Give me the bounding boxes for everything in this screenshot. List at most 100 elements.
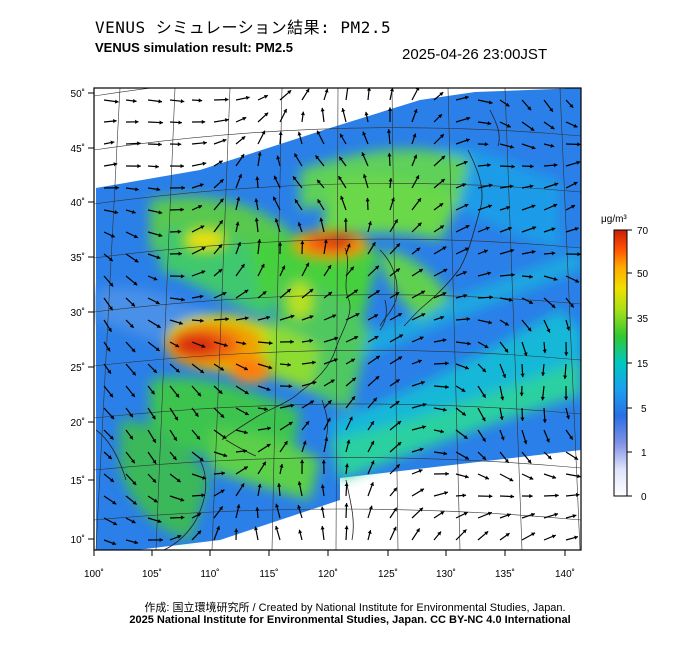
wind-arrow-head — [327, 400, 332, 405]
wind-arrow-head — [419, 488, 424, 493]
lon-label: 125˚ — [378, 568, 398, 580]
lon-label: 120˚ — [318, 568, 338, 580]
wind-arrow-head — [519, 392, 524, 397]
wind-arrow-head — [443, 268, 448, 273]
wind-arrow-head — [484, 531, 489, 536]
lat-label: 20˚ — [71, 417, 85, 429]
wind-arrow-head — [439, 203, 444, 207]
wind-arrow-head — [540, 396, 545, 401]
wind-arrow-head — [531, 250, 536, 255]
wind-arrow-head — [257, 483, 262, 488]
lon-label: 100˚ — [84, 568, 104, 580]
wind-arrow-head — [152, 459, 157, 464]
wind-arrow-head — [134, 258, 139, 263]
wind-arrow-head — [574, 456, 579, 460]
wind-arrow-head — [340, 133, 344, 138]
wind-arrow-head — [201, 247, 206, 251]
wind-arrow-head — [297, 131, 302, 136]
wind-arrow-head — [576, 474, 581, 479]
wind-arrow-head — [442, 246, 447, 251]
lat-label: 10˚ — [71, 534, 85, 546]
wind-arrow-head — [509, 477, 514, 482]
lat-label: 50˚ — [71, 88, 85, 100]
wind-arrow-head — [531, 145, 536, 150]
wind-arrow-head — [218, 389, 223, 394]
wind-arrow-head — [137, 141, 141, 146]
wind-arrow-head — [243, 449, 248, 454]
wind-arrow-head — [298, 529, 303, 534]
wind-arrow-head — [563, 375, 568, 379]
wind-arrow-head — [413, 109, 418, 113]
wind-arrow-head — [236, 504, 241, 509]
wind-arrow-head — [439, 225, 444, 230]
colorbar-tick-label: 35 — [637, 314, 649, 325]
wind-arrow-head — [542, 419, 547, 423]
wind-arrow-head — [484, 344, 489, 348]
wind-arrow-head — [395, 292, 400, 296]
wind-arrow-head — [564, 396, 569, 401]
wind-arrow-head — [283, 441, 288, 446]
wind-arrow-head — [393, 487, 398, 492]
lat-label: 30˚ — [71, 307, 85, 319]
wind-arrow-head — [255, 176, 260, 181]
wind-arrow-head — [320, 484, 325, 489]
wind-arrow-head — [255, 507, 260, 511]
wind-arrow-head — [464, 455, 469, 460]
wind-arrow-head — [466, 116, 471, 121]
wind-arrow-head — [180, 99, 185, 104]
wind-arrow-head — [137, 164, 141, 169]
wind-arrow-head — [419, 336, 424, 341]
wind-arrow-head — [257, 239, 262, 243]
wind-arrow-head — [131, 519, 136, 524]
wind-arrow-head — [551, 227, 556, 232]
wind-arrow-head — [395, 268, 400, 273]
wind-arrow-head — [482, 368, 486, 373]
wind-arrow-head — [368, 505, 373, 510]
wind-arrow-head — [530, 164, 534, 169]
wind-arrow-head — [315, 155, 320, 160]
wind-arrow-head — [200, 225, 205, 230]
wind-arrow-head — [109, 478, 114, 482]
wind-arrow-head — [156, 324, 161, 328]
wind-arrow-head — [305, 421, 310, 426]
wind-arrow-head — [159, 537, 163, 543]
wind-arrow-head — [393, 507, 397, 512]
wind-arrow-head — [351, 396, 356, 401]
wind-arrow-head — [361, 152, 366, 157]
wind-arrow-head — [462, 271, 467, 275]
wind-arrow-head — [397, 421, 402, 425]
wind-arrow-head — [332, 314, 337, 319]
lon-label: 115˚ — [259, 568, 278, 580]
wind-arrow-head — [113, 521, 118, 526]
wind-arrow-head — [268, 365, 273, 370]
wind-arrow-head — [197, 530, 202, 535]
lon-label: 110˚ — [200, 568, 219, 580]
wind-arrow-head — [395, 401, 400, 405]
wind-arrow-head — [221, 471, 226, 476]
wind-arrow-head — [463, 293, 468, 298]
wind-arrow-head — [569, 303, 574, 308]
wind-vector-field — [103, 88, 581, 546]
wind-arrow-head — [422, 425, 426, 430]
wind-arrow-head — [441, 155, 445, 160]
wind-arrow-head — [324, 88, 329, 93]
wind-arrow-head — [309, 315, 314, 320]
wind-arrow-head — [175, 343, 180, 348]
wind-arrow-head — [488, 183, 493, 188]
wind-arrow-head — [320, 525, 325, 530]
map-frame — [93, 87, 582, 551]
wind-arrow-head — [354, 336, 359, 340]
wind-arrow-head — [551, 534, 556, 539]
wind-arrow-head — [489, 295, 493, 300]
wind-arrow-head — [312, 380, 317, 385]
wind-arrow-head — [527, 106, 532, 111]
wind-arrow-head — [508, 297, 513, 302]
wind-arrow-head — [412, 133, 417, 138]
wind-arrow-head — [330, 379, 335, 384]
colorbar: μg/m³ 70 50 35 15 5 1 0 — [601, 214, 649, 503]
wind-arrow-head — [564, 352, 569, 356]
wind-arrow-head — [520, 373, 525, 378]
wind-arrow-head — [254, 198, 259, 203]
wind-arrow-head — [109, 435, 114, 440]
wind-arrow-head — [353, 289, 358, 294]
